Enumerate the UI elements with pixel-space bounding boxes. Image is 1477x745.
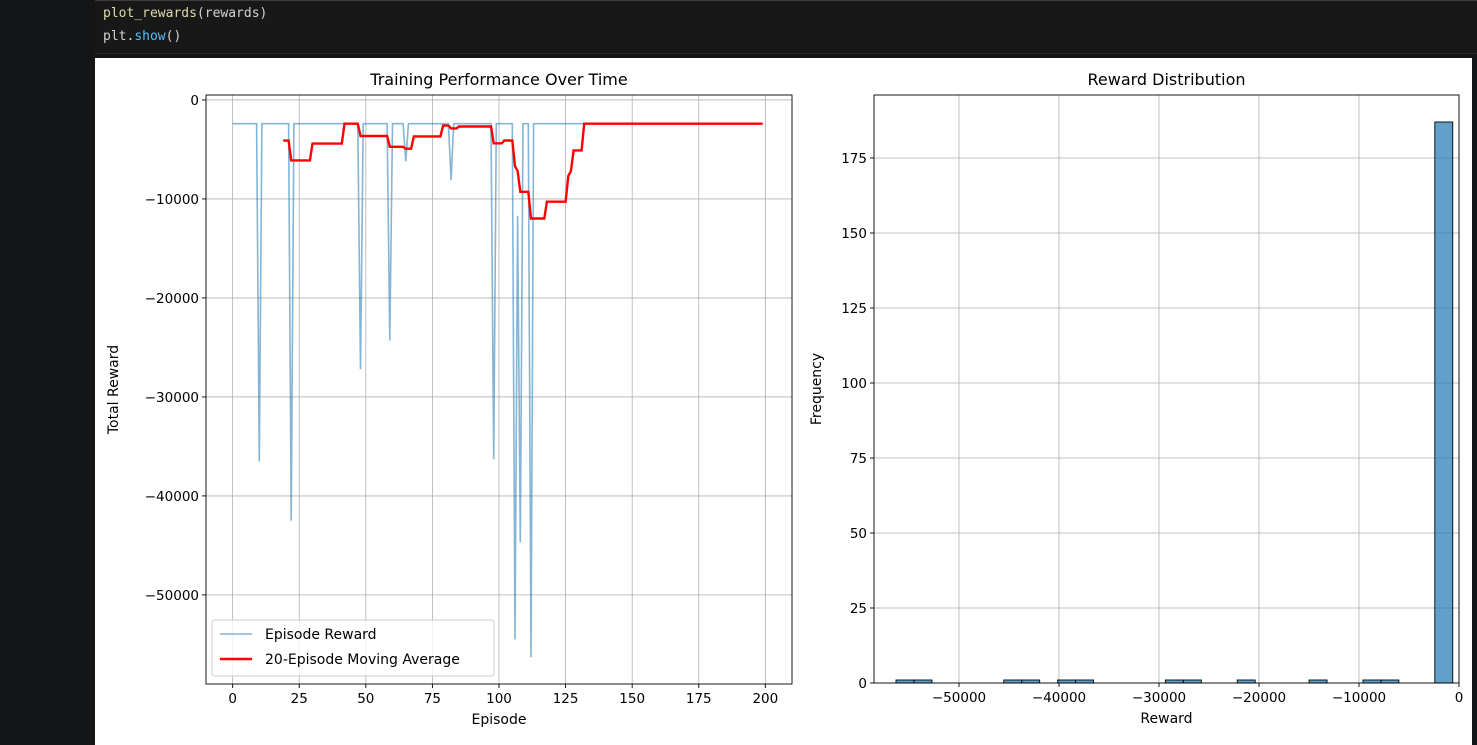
right-ytick-label: 0 xyxy=(858,676,867,692)
right-x-axis-label: Reward xyxy=(1140,711,1192,727)
left-x-axis-label: Episode xyxy=(472,712,527,728)
left-ytick-label: −50000 xyxy=(145,588,199,604)
right-chart: −50000 −40000 −30000 −20000 −10000 0 0 25 50 75 10… xyxy=(809,70,1463,727)
legend-moving-average-label: 20-Episode Moving Average xyxy=(265,652,460,668)
left-ytick-label: −10000 xyxy=(145,192,199,208)
left-y-axis-label: Total Reward xyxy=(106,345,122,435)
left-xtick-label: 50 xyxy=(357,691,374,707)
code-args: (rewards) xyxy=(196,6,268,21)
code-cell[interactable]: plot_rewards(rewards) plt.show() xyxy=(95,0,1477,54)
right-y-axis-label: Frequency xyxy=(809,353,825,425)
left-xtick-label: 25 xyxy=(291,691,308,707)
left-legend: Episode Reward 20-Episode Moving Average xyxy=(211,619,495,677)
right-xtick-label: −10000 xyxy=(1332,690,1386,706)
left-xtick-label: 125 xyxy=(553,691,579,707)
right-xtick-label: −50000 xyxy=(932,690,986,706)
left-xtick-label: 75 xyxy=(424,691,441,707)
right-ytick-label: 150 xyxy=(841,226,867,242)
left-chart: 0 25 50 75 100 125 150 175 200 0 −10000 −20000 −3000… xyxy=(106,70,793,728)
right-axes-frame xyxy=(873,94,1460,684)
left-ytick-label: 0 xyxy=(190,93,199,109)
right-xtick-label: −40000 xyxy=(1032,690,1086,706)
code-line-2: plt.show() xyxy=(103,29,181,45)
legend-episode-reward-label: Episode Reward xyxy=(265,627,377,643)
moving-average-line xyxy=(283,122,763,220)
right-ytick-label: 75 xyxy=(850,451,867,467)
cell-output: 0 25 50 75 100 125 150 175 200 0 −10000 −20000 −3000… xyxy=(95,58,1472,745)
code-method: show xyxy=(134,29,166,44)
left-ytick-label: −30000 xyxy=(145,390,199,406)
left-ytick-label: −40000 xyxy=(145,489,199,505)
right-ytick-label: 100 xyxy=(841,376,867,392)
right-ytick-label: 25 xyxy=(850,601,867,617)
episode-reward-line xyxy=(232,122,763,658)
right-ytick-label: 175 xyxy=(841,151,867,167)
right-xtick-label: −20000 xyxy=(1232,690,1286,706)
code-function-name: plot_rewards xyxy=(103,6,197,21)
right-xtick-label: −30000 xyxy=(1132,690,1186,706)
left-xtick-label: 200 xyxy=(752,691,778,707)
code-object: plt. xyxy=(103,29,135,44)
left-ytick-label: −20000 xyxy=(145,291,199,307)
left-xtick-label: 100 xyxy=(486,691,512,707)
left-xtick-label: 0 xyxy=(228,691,237,707)
code-line-1: plot_rewards(rewards) xyxy=(103,6,267,22)
left-xtick-label: 175 xyxy=(686,691,712,707)
matplotlib-figure: 0 25 50 75 100 125 150 175 200 0 −10000 −20000 −3000… xyxy=(106,70,1463,728)
histogram-bar xyxy=(1434,121,1454,684)
right-ytick-label: 50 xyxy=(850,526,867,542)
left-xtick-label: 150 xyxy=(619,691,645,707)
right-chart-title: Reward Distribution xyxy=(1087,70,1245,89)
code-call: () xyxy=(165,29,182,44)
right-xtick-label: 0 xyxy=(1455,690,1464,706)
right-ytick-label: 125 xyxy=(841,301,867,317)
legend-box xyxy=(211,619,495,677)
left-chart-title: Training Performance Over Time xyxy=(369,70,627,89)
